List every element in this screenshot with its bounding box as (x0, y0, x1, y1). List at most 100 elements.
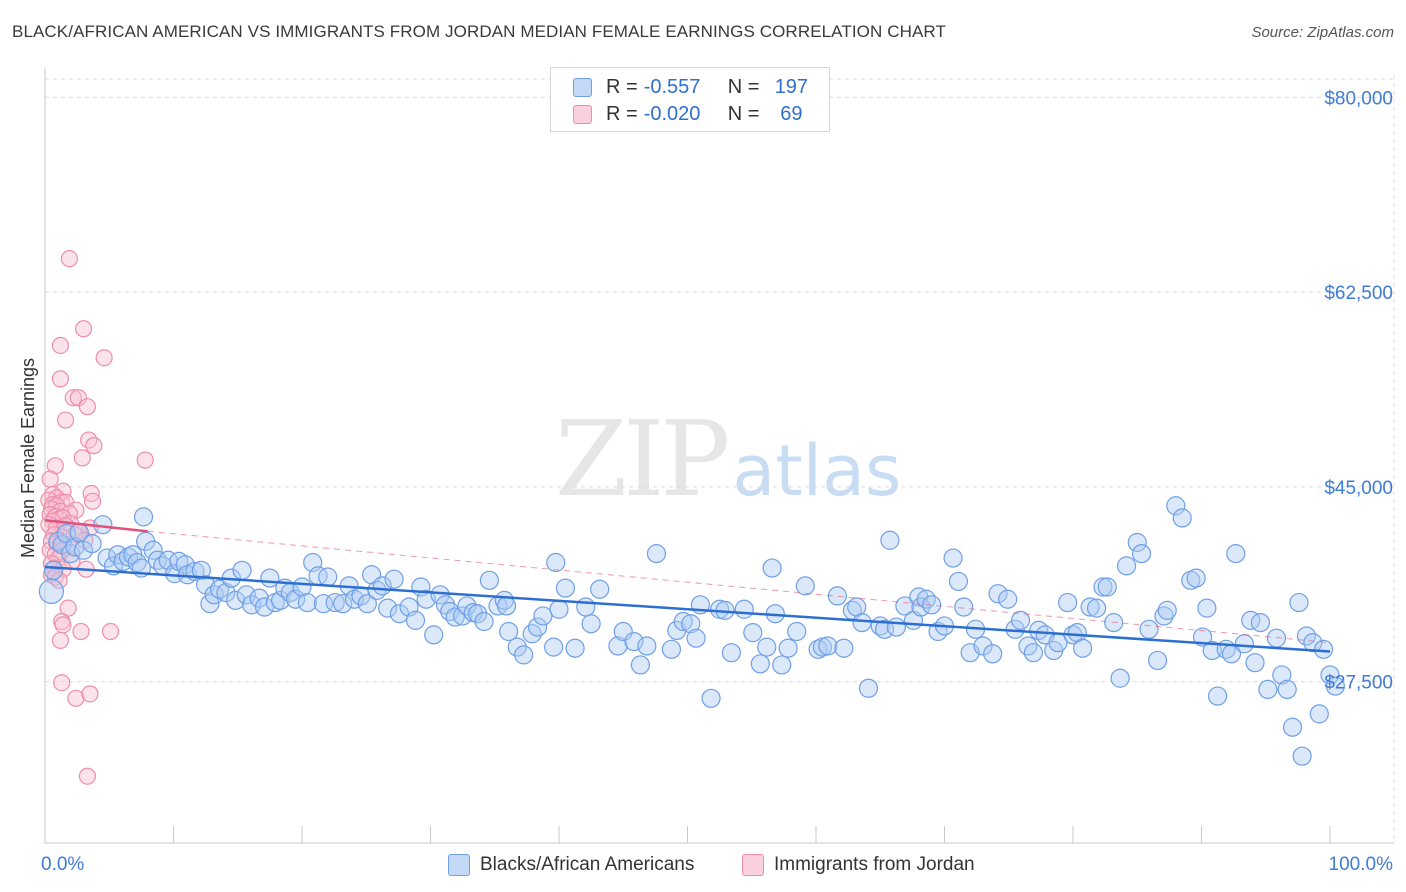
blacks-point (834, 638, 854, 658)
blacks-point (624, 631, 644, 652)
blacks-point (581, 614, 601, 634)
blacks-point (1131, 544, 1152, 564)
blacks-point (1197, 598, 1217, 618)
blacks-point (389, 604, 410, 624)
blacks-point (721, 643, 742, 663)
blacks-point (499, 621, 519, 642)
blacks-point (200, 594, 220, 614)
gridlines (45, 75, 1395, 843)
jordan-point (81, 685, 99, 703)
watermark-zip: ZIP (555, 398, 730, 520)
blacks-point (576, 597, 596, 617)
blacks-point (424, 625, 444, 645)
blacks-point (750, 654, 770, 674)
blacks-point (147, 550, 168, 570)
blacks-point (527, 617, 548, 637)
blacks-point (895, 596, 915, 616)
blacks-point (544, 637, 564, 657)
y-axis-title: Median Female Earnings (18, 358, 38, 558)
blacks-point (1292, 746, 1312, 766)
jordan-point (54, 616, 72, 634)
jordan-point (72, 622, 90, 641)
blacks-point (630, 655, 650, 675)
blacks-point (533, 606, 553, 626)
legend-r-label: R = (606, 102, 638, 125)
jordan-point (69, 389, 88, 407)
blacks-point (1320, 665, 1340, 685)
blacks-point (1097, 577, 1117, 597)
blacks-point (479, 570, 499, 590)
blacks-point (922, 595, 942, 615)
blacks-point (637, 636, 657, 656)
blacks-point (1309, 704, 1329, 724)
bottom-legend-swatch-blue (448, 854, 470, 876)
blacks-point (787, 621, 807, 642)
blacks-point (38, 578, 65, 605)
blacks-point (795, 576, 815, 596)
y-tick-label: $45,000 (1324, 478, 1393, 499)
trend-lines (44, 518, 1331, 653)
blacks-point (1110, 668, 1130, 688)
jordan-point (83, 492, 102, 510)
blacks-point (1277, 679, 1297, 700)
jordan-point (101, 622, 120, 641)
blacks-point (590, 579, 610, 599)
blacks-point (325, 592, 345, 613)
blacks-point (778, 638, 798, 658)
blacks-point (384, 569, 404, 589)
blacks-point (886, 617, 906, 637)
blacks-point (762, 558, 782, 578)
blacks-point (357, 594, 377, 614)
bottom-legend-label-blacks: Blacks/African Americans (480, 854, 695, 875)
bottom-legend-jordan: Immigrants from Jordan (742, 852, 975, 878)
blacks-point (1147, 650, 1168, 671)
blacks-point (445, 607, 465, 627)
blacks-point (1245, 653, 1265, 673)
blacks-point (757, 637, 777, 657)
blacks-point (1080, 597, 1100, 617)
bottom-legend-blacks: Blacks/African Americans (448, 852, 694, 878)
blacks-point (880, 530, 900, 550)
blacks-point (661, 639, 682, 659)
blacks-point (818, 636, 838, 656)
blacks-point (1093, 577, 1113, 597)
blacks-point (133, 507, 154, 527)
blacks-point (954, 597, 974, 617)
blacks-point (701, 688, 721, 708)
legend-swatch-blue (573, 77, 592, 97)
legend-n-label: N = (727, 102, 760, 125)
blacks-point (555, 578, 576, 598)
jordan-point (41, 470, 59, 488)
jordan-point (136, 451, 154, 469)
blacks-point (1157, 600, 1177, 620)
blacks-point (1058, 592, 1078, 613)
jordan-point (51, 370, 70, 388)
blacks-point (916, 589, 936, 609)
jordan-point (56, 411, 75, 429)
blacks-point (285, 589, 306, 609)
jordan-point (67, 689, 85, 707)
blacks-point (973, 636, 993, 656)
y-tick-label: $27,500 (1324, 673, 1393, 694)
watermark: ZIPatlas (555, 398, 901, 520)
jordan-point (74, 320, 93, 338)
legend-swatch-pink (573, 104, 592, 124)
chart-title: BLACK/AFRICAN AMERICAN VS IMMIGRANTS FRO… (12, 22, 946, 41)
legend-row-jordan: R = -0.020 N = 69 (573, 101, 811, 127)
blacks-point (1023, 643, 1043, 663)
watermark-atlas: atlas (732, 430, 902, 512)
blacks-point (1172, 508, 1192, 528)
blacks-point (270, 590, 291, 610)
legend-n-label: N = (727, 75, 760, 98)
blacks-point (468, 604, 488, 624)
blacks-point (943, 548, 963, 568)
jordan-point (85, 437, 103, 455)
blacks-point (1234, 634, 1254, 654)
blacks-point (1313, 639, 1334, 659)
chart-source: Source: ZipAtlas.com (1251, 24, 1394, 41)
axis-labels: $27,500 $45,000 $62,500 $80,000 0.0% 100.0% Me… (18, 88, 1393, 875)
blacks-point (1116, 556, 1137, 576)
jordan-point (78, 398, 97, 416)
blacks-point (852, 613, 872, 633)
